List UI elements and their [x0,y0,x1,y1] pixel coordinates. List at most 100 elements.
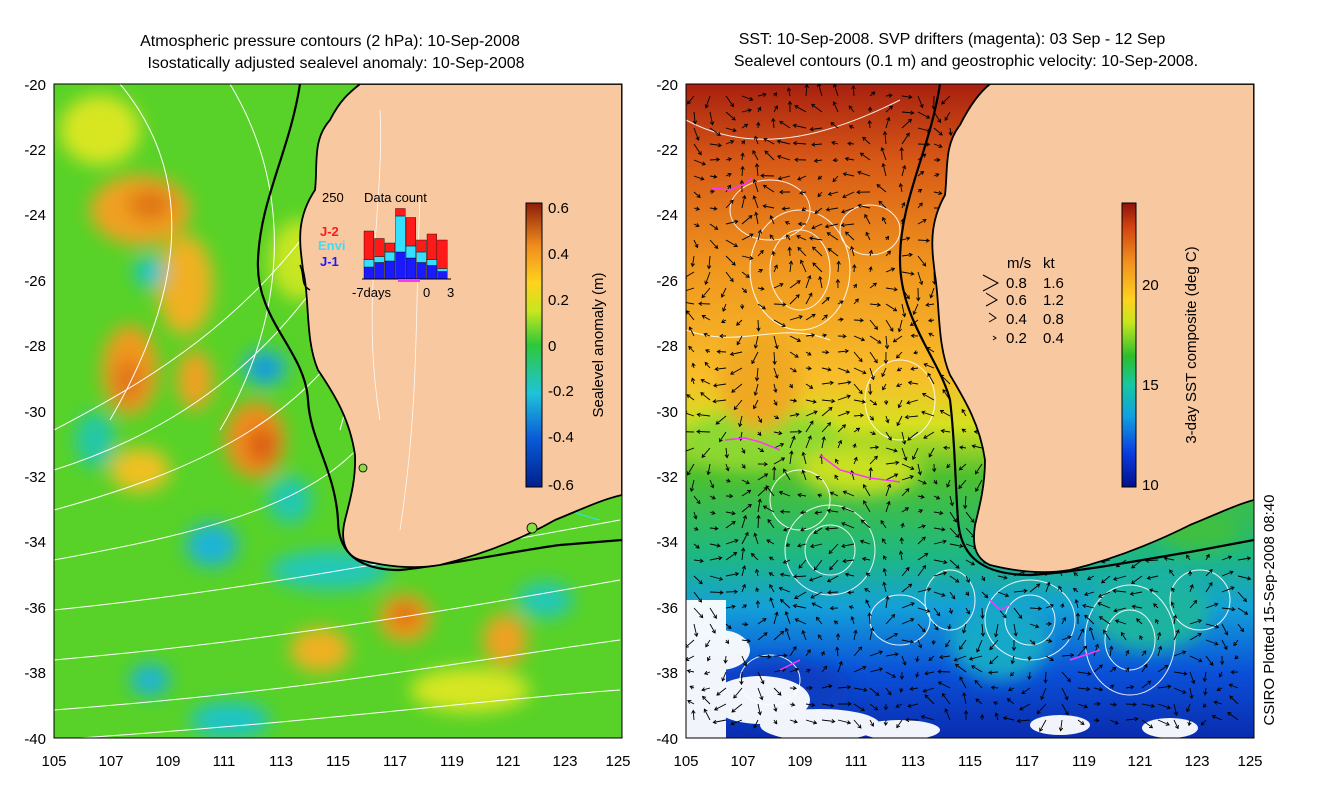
velocity-arrow [827,191,839,196]
velocity-arrow [898,182,904,193]
velocity-arrow [865,231,871,241]
velocity-arrow [755,600,761,609]
velocity-arrow [940,428,951,434]
velocity-arrow [1016,718,1031,724]
velocity-arrow [898,550,904,561]
velocity-arrow [993,701,999,706]
inset-legend-j2: J-2 [320,224,339,239]
velocity-arrow [933,607,941,617]
velocity-arrow [850,615,855,625]
velocity-arrow [885,687,892,696]
velocity-arrow [741,287,748,294]
velocity-arrow [1114,619,1127,625]
left-lon-tick: 107 [98,753,123,770]
velocity-arrow [1072,587,1079,593]
velocity-arrow [920,715,935,721]
velocity-arrow [949,591,956,600]
velocity-arrow [1141,650,1147,657]
velocity-arrow [945,639,951,648]
velocity-arrow [917,564,927,577]
velocity-arrow [869,719,874,727]
velocity-arrow [946,479,951,488]
left-shark-bay [299,264,311,291]
velocity-arrow [933,479,938,485]
velocity-arrow [810,103,823,113]
velocity-arrow [965,607,970,615]
velocity-arrow [817,493,823,498]
velocity-arrow [869,319,879,330]
velocity-arrow [687,463,695,476]
velocity-arrow [693,191,701,198]
velocity-arrow [868,266,873,273]
velocity-arrow [917,218,927,225]
velocity-arrow [840,222,855,228]
velocity-arrow [1125,667,1130,673]
inset-legend-envi: Envi [318,238,345,253]
velocity-arrow [757,249,764,257]
velocity-arrow [912,303,919,316]
velocity-arrow [899,146,904,161]
velocity-arrow [762,184,775,193]
velocity-arrow [723,655,728,664]
velocity-arrow [773,719,778,725]
velocity-arrow [1136,618,1143,625]
velocity-arrow [706,255,712,270]
velocity-arrow [968,655,983,661]
velocity-arrow [844,572,855,577]
velocity-arrow [869,667,884,673]
velocity-arrow [1189,687,1194,700]
velocity-arrow [808,236,823,241]
velocity-arrow [1075,612,1081,625]
velocity-arrow [829,606,839,611]
velocity-arrow [1173,687,1187,694]
right-lat-tick: -20 [656,77,678,94]
velocity-arrow [700,378,711,385]
velocity-arrow [832,175,839,183]
velocity-arrow [773,282,784,289]
inset-bar-envi [416,251,427,263]
velocity-arrow [757,462,768,467]
velocity-arrow [712,719,727,725]
velocity-arrow [801,207,807,211]
velocity-arrow [927,372,935,385]
velocity-arrow [821,350,830,355]
velocity-arrow [1157,684,1172,689]
velocity-arrow [917,188,923,193]
velocity-arrow [1146,575,1159,580]
velocity-arrow [716,349,727,354]
inset-bar-j2 [426,233,437,260]
velocity-arrow [821,380,834,386]
velocity-arrow [837,334,847,339]
velocity-arrow [733,399,743,411]
right-lat-tick: -40 [656,731,678,748]
velocity-arrow [1202,671,1208,683]
velocity-arrow [896,367,903,372]
velocity-arrow [1148,588,1159,593]
velocity-arrow [736,335,743,346]
velocity-arrow [933,495,941,500]
velocity-arrow [725,463,730,472]
velocity-arrow [722,303,727,312]
velocity-arrow [757,447,765,453]
sla-colorbar-tick: -0.6 [548,477,574,494]
velocity-arrow [1045,655,1054,661]
velocity-arrow [829,559,839,571]
velocity-arrow [731,383,743,393]
velocity-arrow [811,142,823,147]
left-lon-tick: 119 [440,753,464,770]
velocity-arrow [686,271,695,279]
velocity-arrow [779,598,791,609]
velocity-arrow [901,94,913,100]
velocity-arrow [1061,616,1066,625]
velocity-arrow [842,490,855,497]
velocity-arrow [801,469,807,481]
velocity-arrow [773,367,779,379]
velocity-arrow [865,572,871,577]
right-map [686,84,1254,738]
velocity-arrow [821,719,836,724]
velocity-arrow [751,351,759,365]
velocity-arrow [686,431,695,433]
velocity-arrow [764,150,775,161]
right-lon-tick: 119 [1072,753,1096,770]
velocity-arrow [811,246,823,257]
